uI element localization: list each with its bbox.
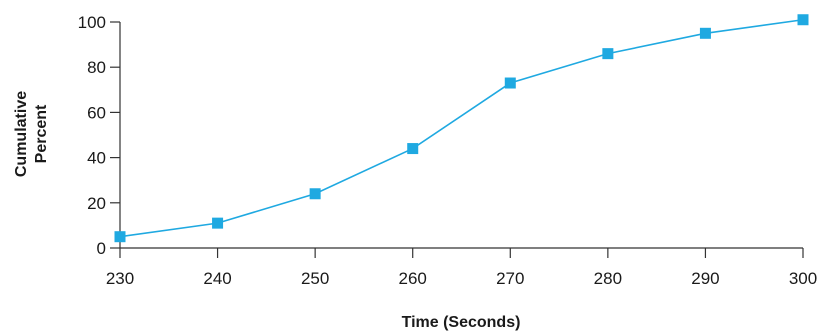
- x-tick-label: 270: [496, 269, 524, 288]
- y-tick-label: 100: [78, 13, 106, 32]
- data-point: [114, 231, 126, 243]
- data-point: [212, 217, 224, 229]
- x-tick-label: 280: [594, 269, 622, 288]
- x-axis-title: Time (Seconds): [402, 314, 521, 331]
- x-tick-label: 230: [106, 269, 134, 288]
- x-tick-label: 290: [691, 269, 719, 288]
- data-point: [309, 188, 321, 200]
- y-tick-label: 60: [87, 103, 106, 122]
- data-point: [602, 48, 614, 60]
- y-axis-title: Cumulative Percent: [13, 91, 50, 177]
- y-tick-label: 0: [97, 239, 106, 258]
- x-tick-label: 260: [399, 269, 427, 288]
- data-point: [504, 77, 516, 89]
- y-axis-ticks: 0 20 40 60 80 100: [78, 13, 120, 258]
- data-point: [797, 14, 809, 26]
- y-tick-label: 20: [87, 194, 106, 213]
- x-tick-label: 240: [203, 269, 231, 288]
- x-tick-label: 300: [789, 269, 817, 288]
- y-tick-label: 40: [87, 149, 106, 168]
- series-group: [114, 14, 809, 243]
- y-axis-title-line-2: Percent: [33, 104, 50, 163]
- x-tick-label: 250: [301, 269, 329, 288]
- y-tick-label: 80: [87, 58, 106, 77]
- x-axis-ticks: 230 240 250 260 270 280 290 300: [106, 248, 817, 288]
- series-line: [119, 18, 804, 238]
- data-point: [699, 27, 711, 39]
- data-point: [407, 143, 419, 155]
- y-axis-title-line-1: Cumulative: [13, 91, 30, 177]
- axes: [119, 22, 803, 249]
